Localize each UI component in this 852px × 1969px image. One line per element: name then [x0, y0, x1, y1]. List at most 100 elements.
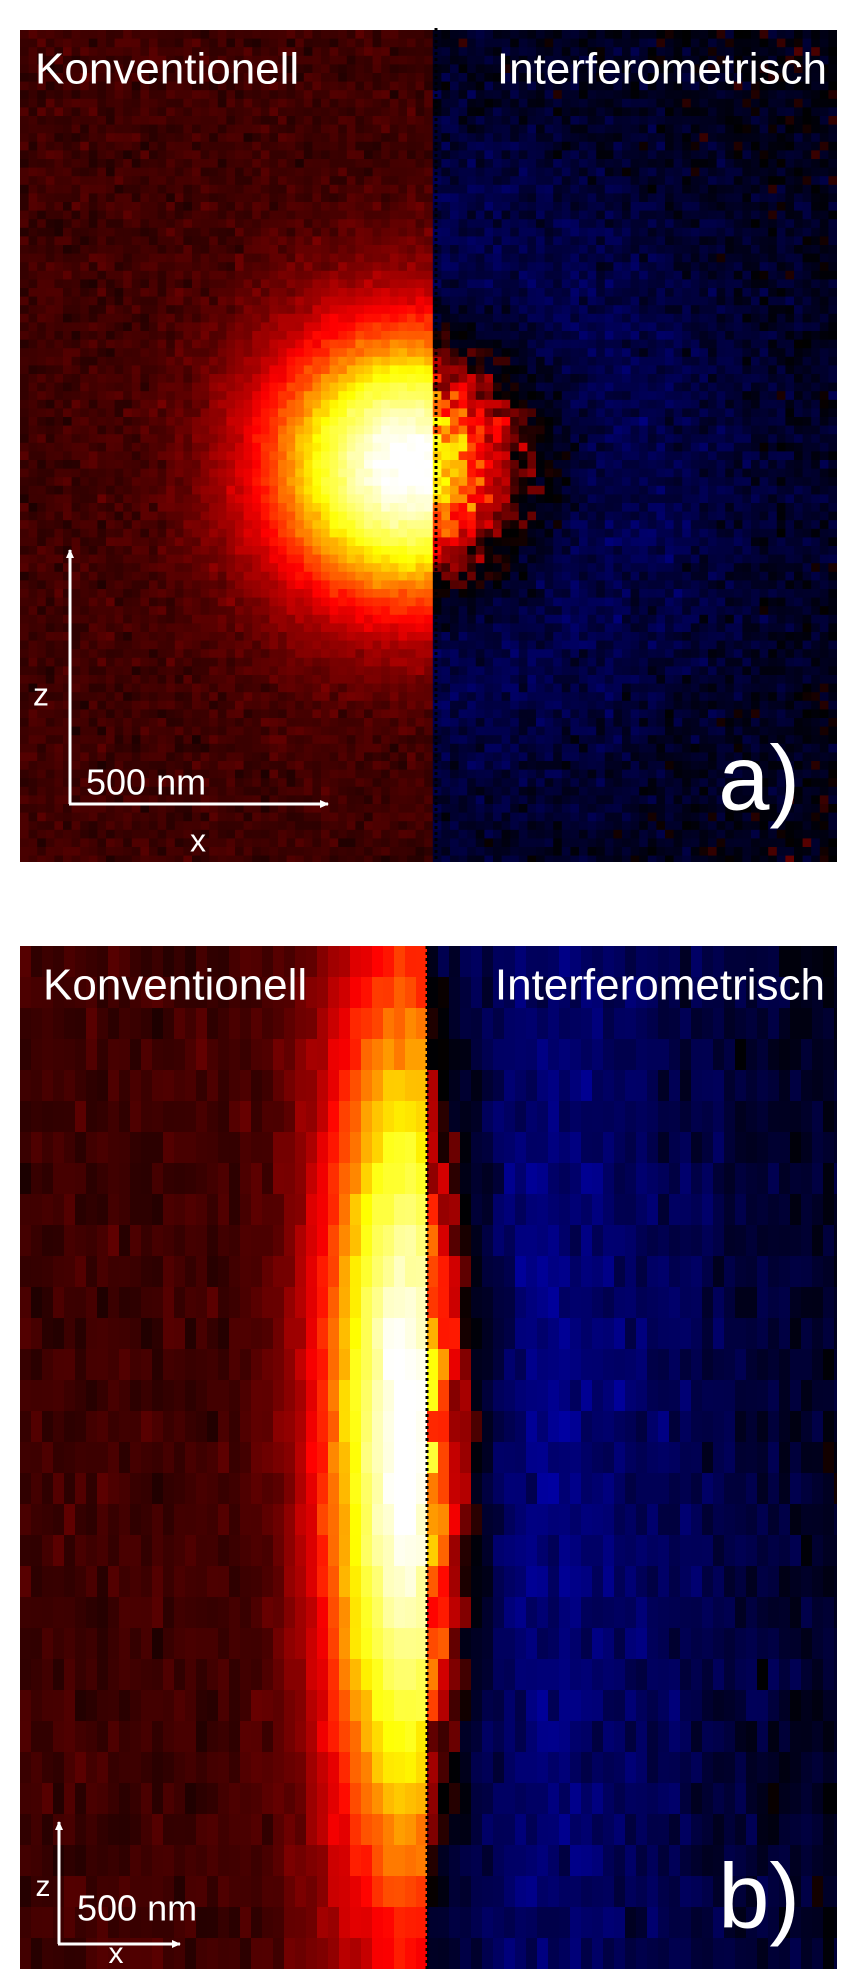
pixel	[450, 116, 459, 125]
pixel	[510, 125, 519, 134]
pixel	[123, 262, 132, 271]
pixel	[450, 357, 459, 366]
pixel	[381, 288, 390, 297]
pixel	[37, 262, 46, 271]
pixel	[20, 314, 29, 323]
pixel	[579, 193, 588, 202]
pixel	[424, 374, 433, 383]
pixel	[201, 107, 210, 116]
pixel	[476, 176, 485, 185]
pixel	[175, 99, 184, 108]
pixel	[269, 443, 278, 452]
pixel	[373, 30, 382, 39]
pixel	[665, 305, 674, 314]
pixel	[54, 400, 63, 409]
pixel	[674, 297, 683, 306]
pixel	[527, 219, 536, 228]
pixel	[785, 391, 794, 400]
pixel	[803, 400, 812, 409]
pixel	[441, 73, 450, 82]
pixel	[656, 185, 665, 194]
pixel	[493, 391, 502, 400]
pixel	[106, 340, 115, 349]
pixel	[312, 56, 321, 65]
pixel	[115, 271, 124, 280]
pixel	[639, 99, 648, 108]
pixel	[321, 297, 330, 306]
pixel	[742, 297, 751, 306]
pixel	[192, 348, 201, 357]
pixel	[588, 400, 597, 409]
pixel	[811, 408, 820, 417]
pixel	[244, 451, 253, 460]
pixel	[312, 142, 321, 151]
pixel	[691, 142, 700, 151]
pixel	[725, 383, 734, 392]
pixel	[527, 262, 536, 271]
pixel	[140, 417, 149, 426]
pixel	[330, 125, 339, 134]
pixel	[613, 168, 622, 177]
pixel	[123, 228, 132, 237]
pixel	[510, 417, 519, 426]
pixel	[37, 107, 46, 116]
pixel	[579, 30, 588, 39]
pixel	[37, 443, 46, 452]
pixel	[424, 383, 433, 392]
pixel	[717, 297, 726, 306]
pixel	[717, 322, 726, 331]
pixel	[502, 305, 511, 314]
pixel	[209, 116, 218, 125]
pixel	[613, 340, 622, 349]
pixel	[493, 469, 502, 478]
pixel	[794, 297, 803, 306]
pixel	[218, 193, 227, 202]
pixel	[115, 400, 124, 409]
pixel	[149, 211, 158, 220]
pixel	[37, 168, 46, 177]
pixel	[381, 279, 390, 288]
pixel	[261, 383, 270, 392]
pixel	[725, 236, 734, 245]
pixel	[562, 391, 571, 400]
pixel	[682, 107, 691, 116]
pixel	[691, 236, 700, 245]
pixel	[269, 365, 278, 374]
pixel	[304, 365, 313, 374]
pixel	[424, 365, 433, 374]
pixel	[373, 391, 382, 400]
pixel	[605, 426, 614, 435]
pixel	[355, 469, 364, 478]
pixel	[811, 305, 820, 314]
pixel	[613, 185, 622, 194]
pixel	[622, 391, 631, 400]
pixel	[484, 383, 493, 392]
pixel	[502, 150, 511, 159]
pixel	[373, 168, 382, 177]
pixel	[149, 30, 158, 39]
pixel	[527, 469, 536, 478]
pixel	[166, 400, 175, 409]
pixel	[304, 168, 313, 177]
pixel	[476, 451, 485, 460]
pixel	[424, 219, 433, 228]
pixel	[527, 391, 536, 400]
pixel	[407, 150, 416, 159]
pixel	[828, 39, 837, 48]
pixel	[364, 73, 373, 82]
pixel	[648, 254, 657, 263]
pixel	[536, 417, 545, 426]
pixel	[106, 374, 115, 383]
pixel	[37, 99, 46, 108]
pixel	[29, 262, 38, 271]
pixel	[734, 357, 743, 366]
pixel	[330, 254, 339, 263]
pixel	[536, 99, 545, 108]
pixel	[175, 202, 184, 211]
pixel	[29, 340, 38, 349]
pixel	[338, 236, 347, 245]
pixel	[175, 168, 184, 177]
pixel	[132, 297, 141, 306]
pixel	[441, 228, 450, 237]
pixel	[132, 314, 141, 323]
